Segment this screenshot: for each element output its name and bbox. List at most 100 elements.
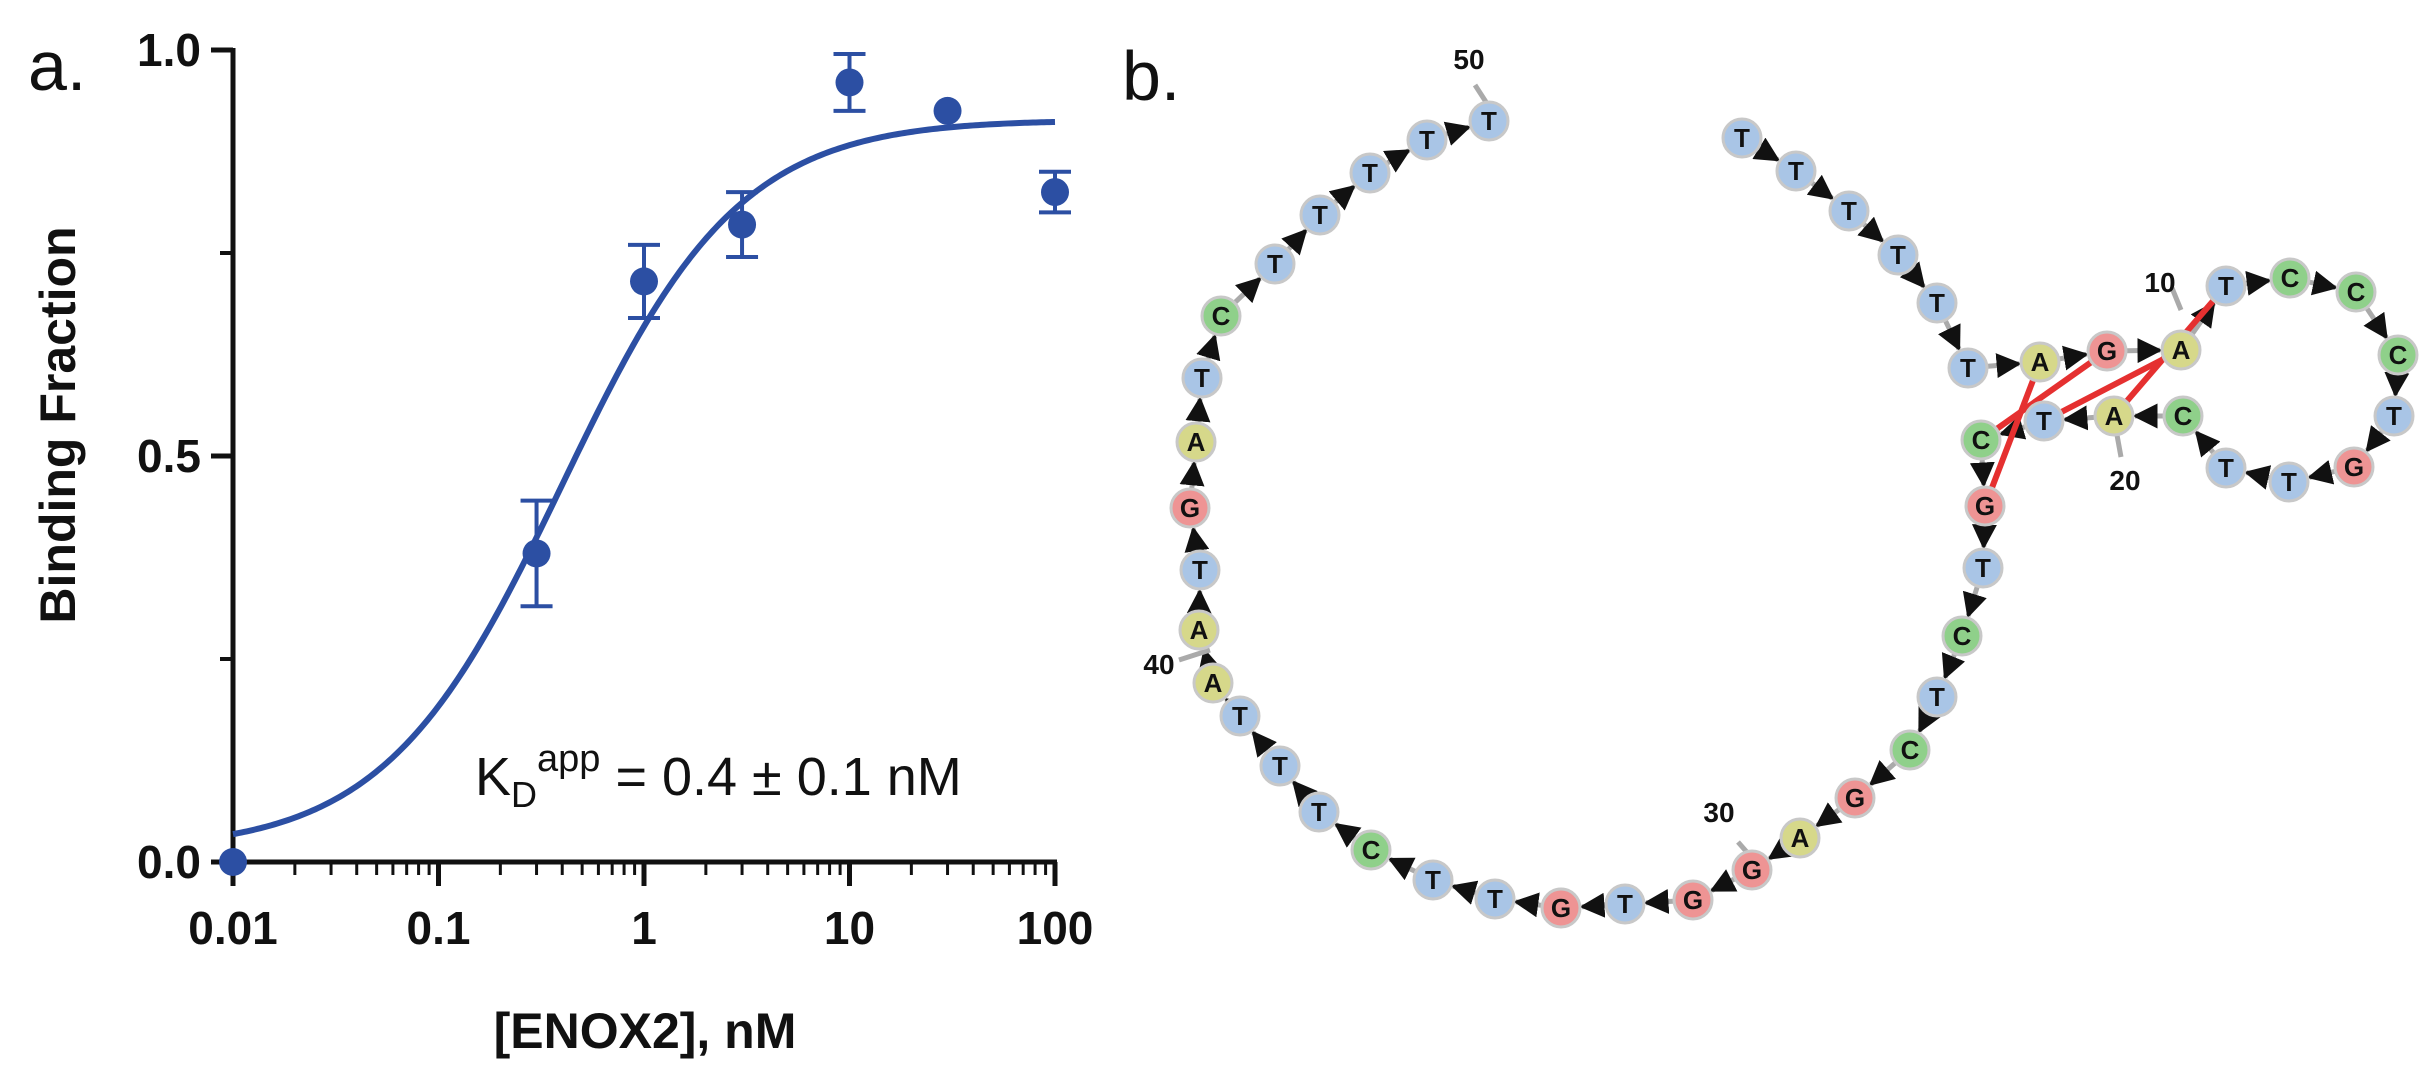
nucleotide-letter: T <box>1481 106 1497 136</box>
nucleotide: C <box>2377 334 2419 376</box>
nucleotide: C <box>1889 729 1931 771</box>
nucleotide-circle <box>1349 152 1391 194</box>
nucleotide-circle <box>1731 849 1773 891</box>
backbone-link <box>2365 425 2391 453</box>
nucleotide-letter: C <box>1362 835 1381 865</box>
nucleotide-letter: T <box>2218 453 2234 483</box>
nucleotide-letter: G <box>1180 493 1200 523</box>
kd-base: K <box>475 747 511 807</box>
nucleotide-circle <box>1474 878 1516 920</box>
base-pair-bond <box>1982 360 2043 508</box>
nucleotide: A <box>2160 329 2202 371</box>
nucleotide: T <box>2268 461 2310 503</box>
position-label-40: 40 <box>1143 649 1174 680</box>
nucleotide-letter: C <box>1953 621 1972 651</box>
nucleotide-circle <box>1350 829 1392 871</box>
backbone-link <box>1196 333 1221 362</box>
nucleotide-circle <box>1540 887 1582 929</box>
nucleotide-circle <box>1960 419 2002 461</box>
backbone-link <box>1450 880 1479 905</box>
backbone-link <box>2384 371 2410 398</box>
nucleotide-letter: A <box>1204 668 1223 698</box>
nucleotide-circle <box>2333 446 2375 488</box>
backbone-link <box>1328 184 1356 211</box>
nucleotide: T <box>1254 243 1296 285</box>
nucleotide-circle <box>2093 395 2135 437</box>
nucleotide-circle <box>1775 150 1817 192</box>
nucleotide-circle <box>1412 859 1454 901</box>
nucleotide-letter: T <box>1362 158 1378 188</box>
nucleotide-letter: T <box>1232 701 1248 731</box>
nucleotide-letter: T <box>1890 240 1906 270</box>
nucleotide: T <box>1259 745 1301 787</box>
nucleotide-letter: T <box>1617 889 1633 919</box>
nucleotide: A <box>1779 817 1821 859</box>
backbone-link <box>1814 802 1843 828</box>
backbone-link <box>1937 320 1962 352</box>
nucleotide-circle <box>2162 395 2204 437</box>
nucleotide: C <box>2335 271 2377 313</box>
nucleotide-circle <box>1200 295 1242 337</box>
nucleotide: T <box>1962 547 2004 589</box>
nucleotide: T <box>1299 194 1341 236</box>
backbone-link <box>1251 730 1277 758</box>
backbone-link <box>2245 270 2272 296</box>
backbone-link <box>1281 228 1308 256</box>
backbone-link <box>1767 835 1796 861</box>
nucleotide: G <box>1834 777 1876 819</box>
nucleotide: T <box>2205 447 2247 489</box>
nucleotide: C <box>2162 395 2204 437</box>
nucleotide-letter: C <box>2281 263 2300 293</box>
nucleotide-circle <box>2205 265 2247 307</box>
backbone-link <box>2062 405 2095 431</box>
kd-superscript: app <box>537 738 600 780</box>
nucleotide-circle <box>1192 662 1234 704</box>
nucleotide-circle <box>1672 879 1714 921</box>
nucleotide-circle <box>1175 421 1217 463</box>
nucleotide: G <box>1540 887 1582 929</box>
nucleotide: C <box>1941 615 1983 657</box>
nucleotide: G <box>1169 487 1211 529</box>
nucleotide: G <box>2333 446 2375 488</box>
backbone-link <box>1917 705 1941 734</box>
backbone-link <box>2244 465 2272 490</box>
nucleotide: T <box>1474 878 1516 920</box>
backbone-link <box>1387 856 1417 881</box>
x-axis-title: [ENOX2], nM <box>494 1003 797 1059</box>
backbone-link <box>1969 459 1995 488</box>
nucleotide: T <box>1406 119 1448 161</box>
fit-curve <box>232 118 1056 838</box>
nucleotide-letter: C <box>2347 277 2366 307</box>
nucleotide: T <box>1468 100 1510 142</box>
y-tick-label: 1.0 <box>137 24 201 76</box>
nucleotide: G <box>2086 330 2128 372</box>
nucleotide-letter: G <box>1551 893 1571 923</box>
nucleotide-circle <box>1254 243 1296 285</box>
nucleotide-circle <box>1169 487 1211 529</box>
nucleotide-circle <box>1941 615 1983 657</box>
nucleotide: G <box>1964 485 2006 527</box>
backbone-link <box>1513 892 1542 918</box>
y-tick-label: 0.0 <box>137 836 201 888</box>
nucleotide-circle <box>1877 234 1919 276</box>
nucleotide-circle <box>1962 547 2004 589</box>
nucleotide-circle <box>1834 777 1876 819</box>
nucleotide: G <box>1672 879 1714 921</box>
backbone-link <box>2194 430 2221 458</box>
nucleotide: T <box>1181 357 1223 399</box>
backbone-link <box>1291 780 1318 808</box>
nucleotide: G <box>1731 849 1773 891</box>
nucleotide-letter: T <box>2036 406 2052 436</box>
nucleotide-letter: T <box>2218 271 2234 301</box>
nucleotide: T <box>1828 190 1870 232</box>
position-label-10: 10 <box>2144 267 2175 298</box>
nucleotide-circle <box>1721 117 1763 159</box>
nucleotide-circle <box>2268 461 2310 503</box>
nucleotide-letter: T <box>1192 555 1208 585</box>
nucleotide-letter: A <box>2172 335 2191 365</box>
kd-value: = 0.4 ± 0.1 nM <box>600 747 961 807</box>
data-point <box>1041 178 1069 207</box>
nucleotide-letter: T <box>1960 353 1976 383</box>
backbone-link <box>1579 892 1606 918</box>
